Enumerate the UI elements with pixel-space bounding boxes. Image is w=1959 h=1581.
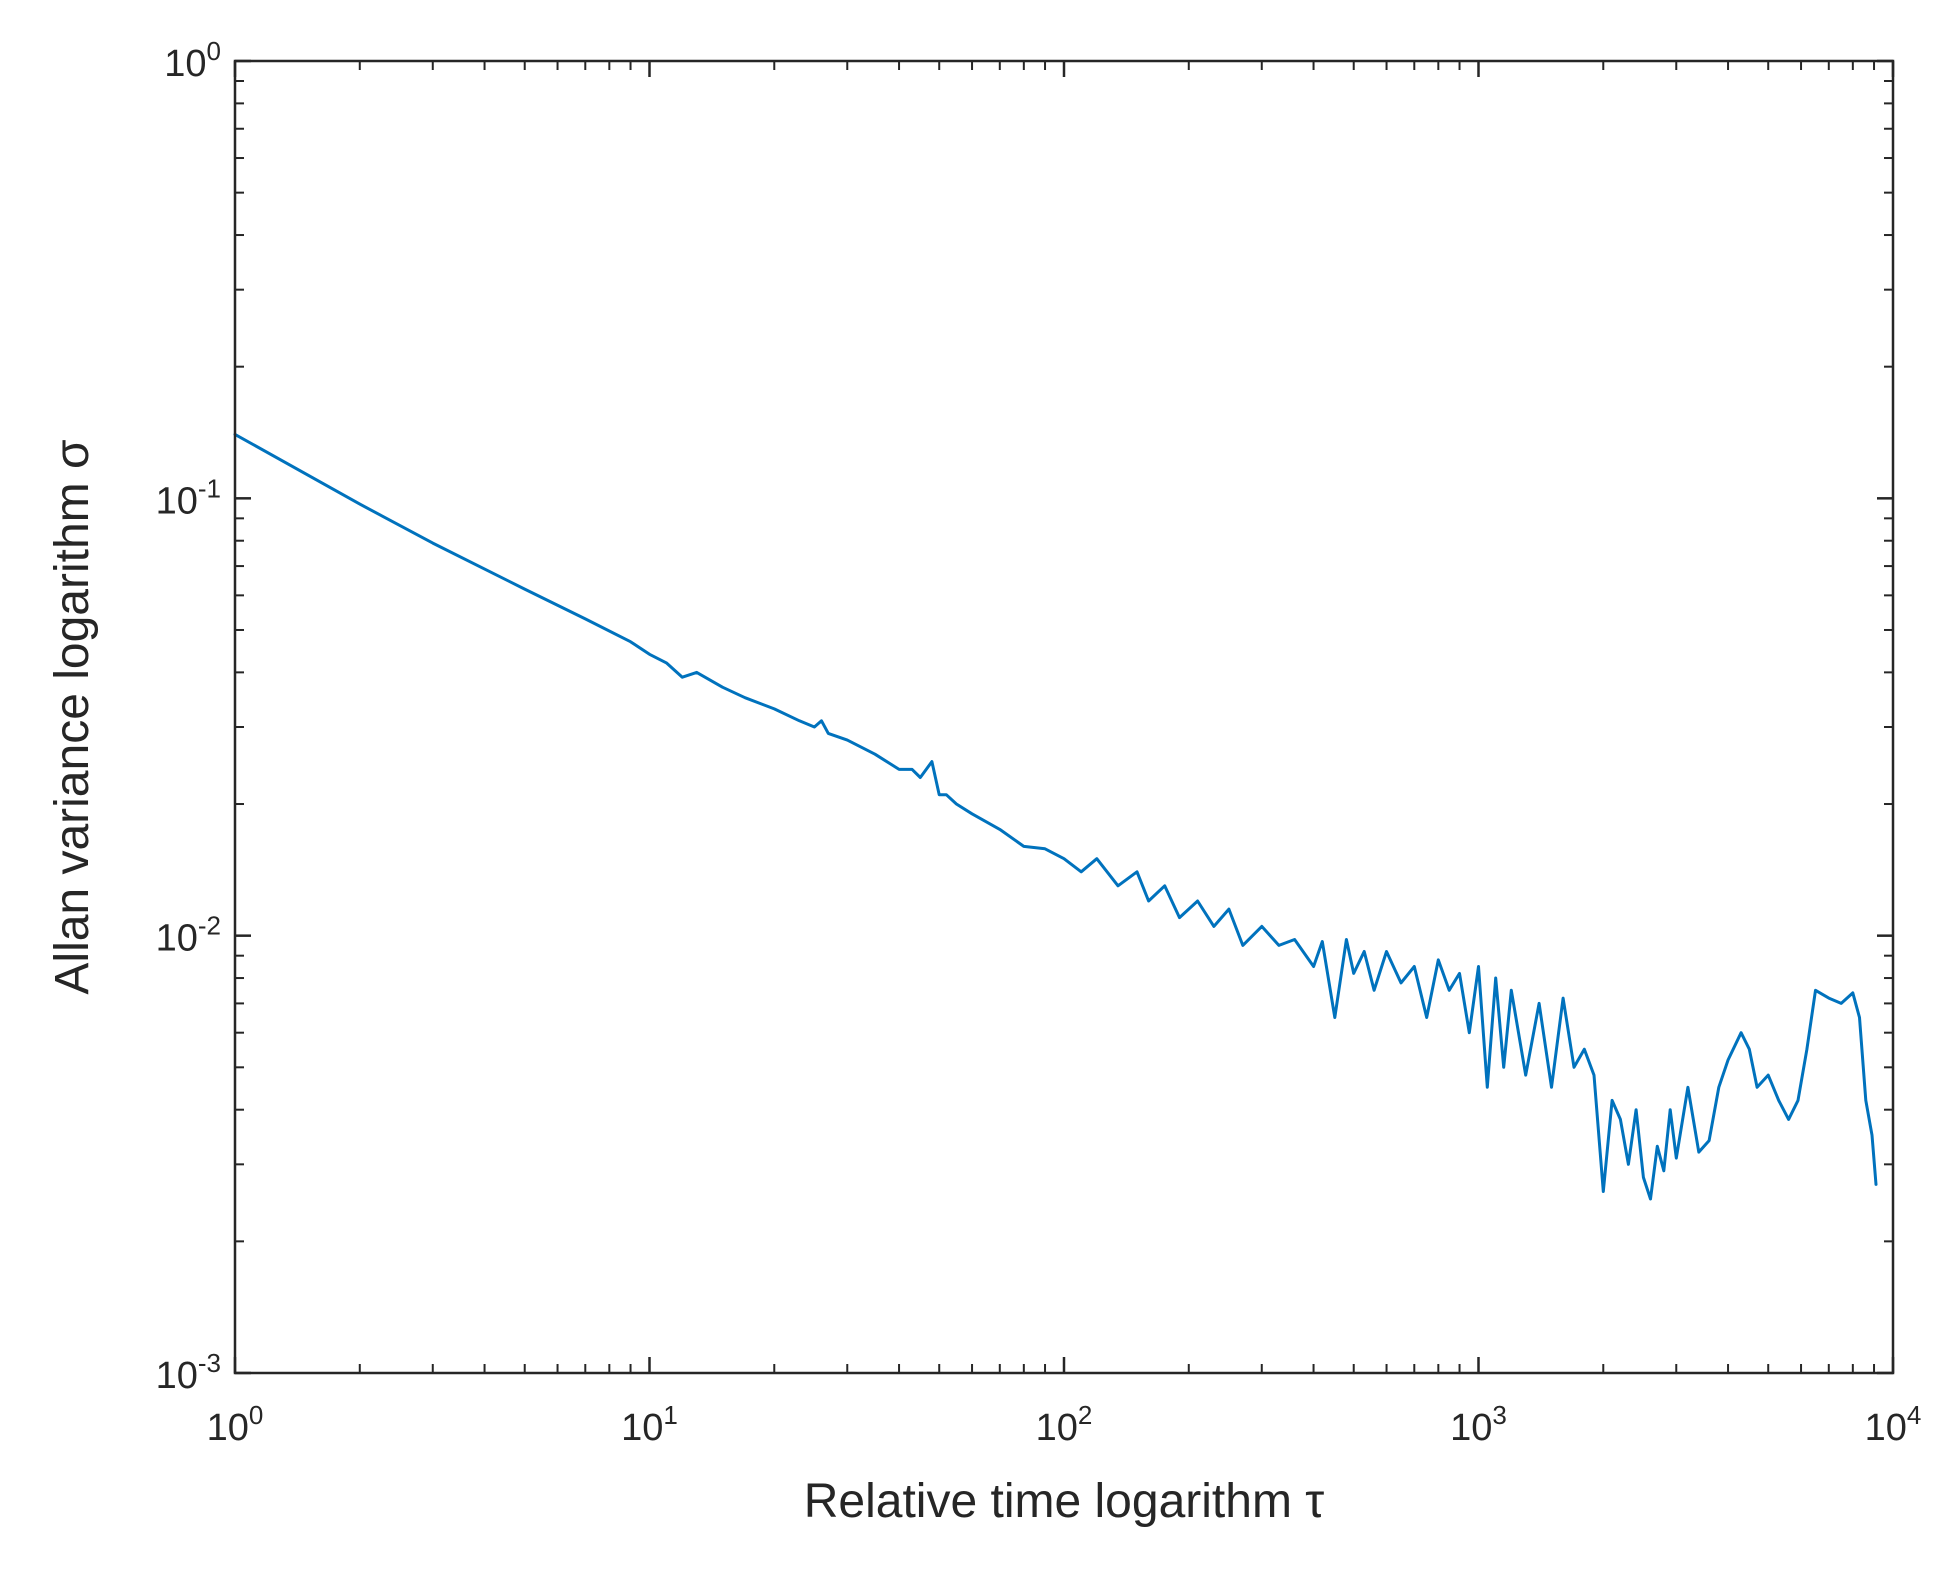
- plot-frame: [233, 59, 1895, 1375]
- y-tick-label: 10-2: [156, 911, 221, 960]
- y-tick-labels: 10-3 10-2 10-1 100: [156, 36, 221, 1397]
- series-line: [233, 432, 1878, 1201]
- series-layer: [233, 432, 1878, 1201]
- x-tick-label: 100: [207, 1400, 264, 1449]
- x-tick-label: 102: [1036, 1400, 1093, 1449]
- y-axis-title: Allan variance logarithm σ: [46, 439, 99, 994]
- x-tick-label: 103: [1450, 1400, 1507, 1449]
- y-tick-label: 100: [164, 36, 221, 85]
- x-tick-label: 101: [621, 1400, 678, 1449]
- x-tick-label: 104: [1865, 1400, 1922, 1449]
- y-tick-label: 10-3: [156, 1348, 221, 1397]
- minor-ticks: [235, 61, 1893, 1373]
- plot-area: [235, 61, 1893, 1373]
- x-tick-labels: 100 101 102 103 104: [207, 1400, 1922, 1449]
- x-axis-title: Relative time logarithm τ: [804, 1475, 1325, 1528]
- y-tick-label: 10-1: [156, 473, 221, 522]
